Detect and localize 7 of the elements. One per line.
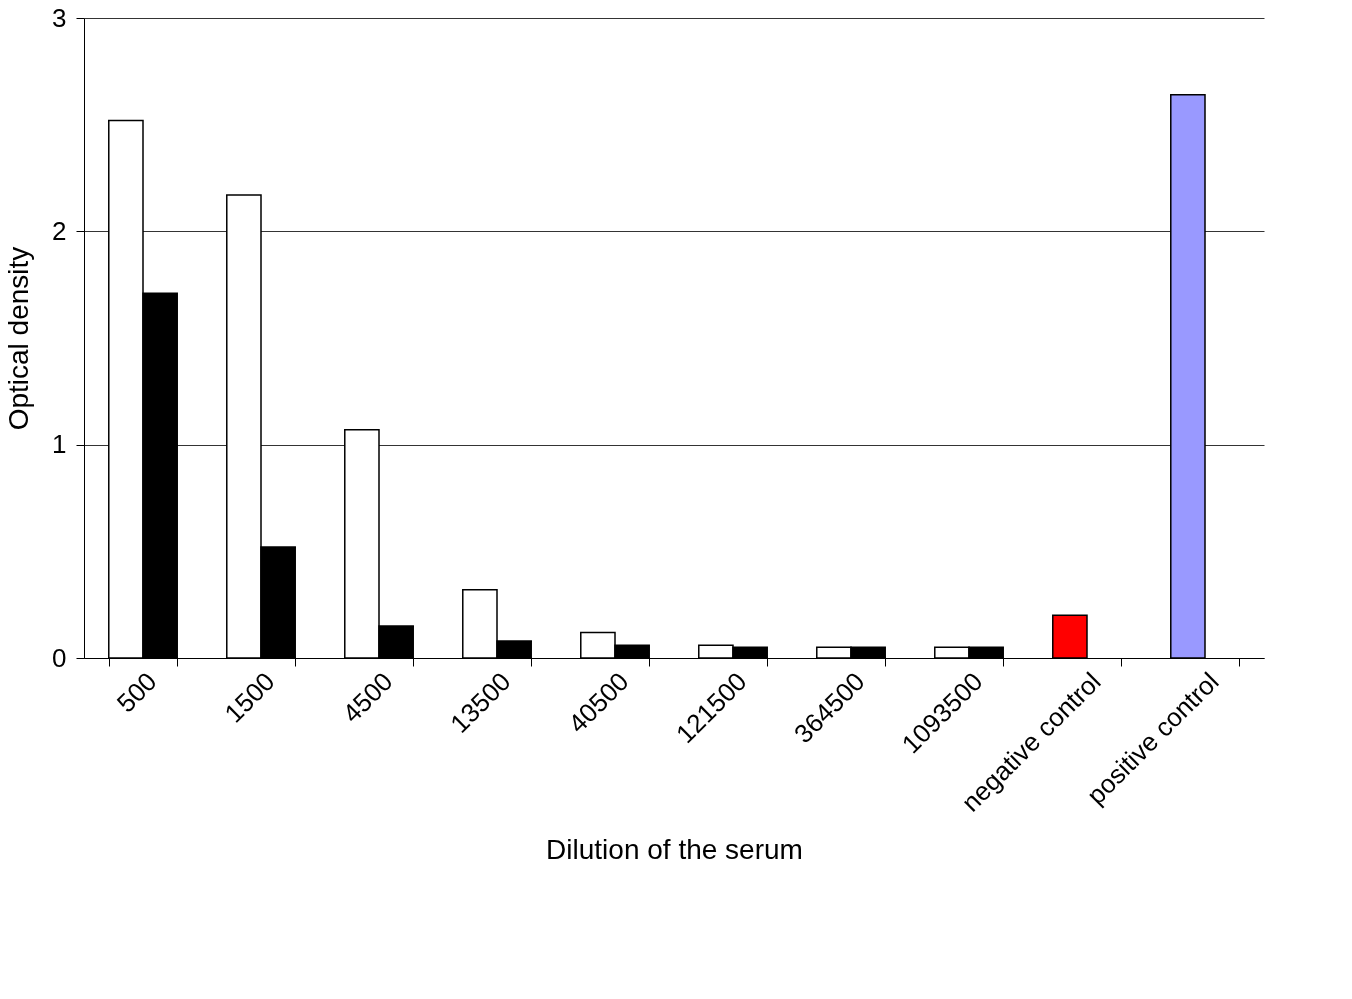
y-tick-label: 1 — [52, 429, 67, 460]
x-axis-title: Dilution of the serum — [546, 833, 803, 865]
y-tick-label: 0 — [52, 642, 67, 673]
y-axis-title: Optical density — [3, 246, 35, 431]
y-tick-label: 2 — [52, 215, 67, 246]
y-tick-label: 3 — [52, 2, 67, 33]
x-tick-label: 500 — [110, 666, 163, 719]
